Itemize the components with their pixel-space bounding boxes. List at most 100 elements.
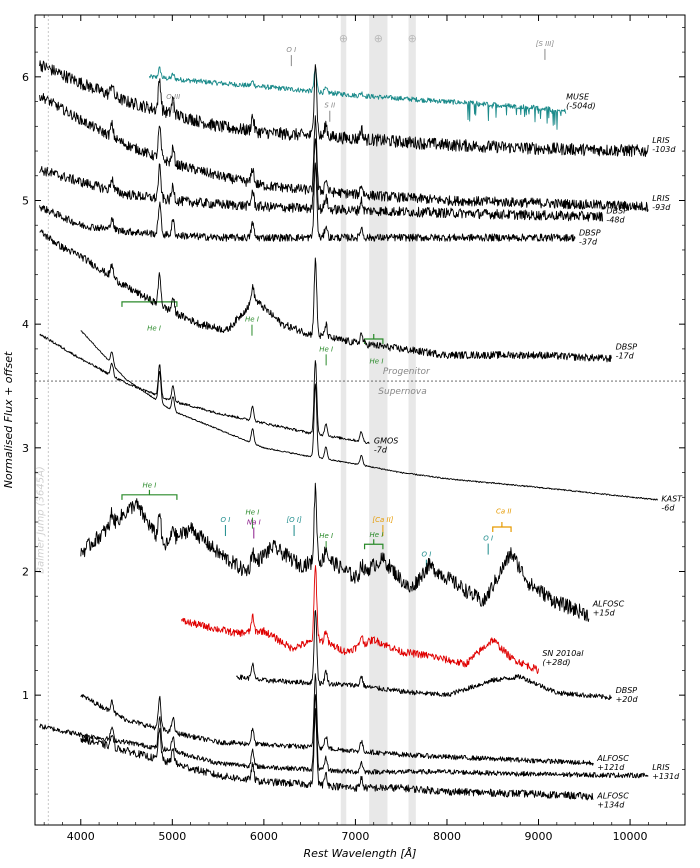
y-tick-label: 4 [22,318,29,331]
series-label-epoch: -48d [606,215,625,224]
supernova-label: Supernova [378,387,426,397]
line-annotation: Na I [247,518,261,526]
series-label-name: KAST [661,494,683,503]
series-label: MUSE (-504d) [566,93,595,111]
line-annotation: [S III] [536,40,555,48]
spectrum-line [39,138,604,222]
series-label-epoch: (-504d) [566,102,595,111]
spectrum-line [39,229,612,363]
x-tick-label: 6000 [250,830,278,843]
series-label: SN 2010al (+28d) [542,649,584,667]
series-label-name: ALFOSC [596,791,629,800]
line-annotation: S II [324,102,335,110]
line-annotation: He I [370,358,384,366]
spectrum-line [39,162,576,242]
spectrum-line [39,694,649,779]
series-label: KAST -6d [661,494,683,512]
spectrum-line [148,66,567,130]
line-annotation: He I [245,316,259,324]
series-label-name: MUSE [566,93,590,102]
line-annotation: He I [370,531,384,539]
y-tick-label: 1 [22,689,29,702]
series-label-name: DBSP [616,686,638,695]
line-annotation: He I [142,481,156,489]
series-label-epoch: +121d [597,763,625,772]
line-annotation: O I [286,46,296,54]
spectrum-line [39,92,649,213]
line-bracket [121,489,178,500]
spectrum-line [80,707,594,801]
y-tick-label: 3 [22,442,29,455]
x-tick-label: 4000 [67,830,95,843]
series-label-name: DBSP [579,229,601,238]
telluric-symbol: ⊕ [374,32,383,45]
line-annotation: O I [421,551,431,559]
series-label-epoch: -7d [374,445,388,454]
series-label-epoch: +134d [597,800,625,809]
spectrum-line [181,565,539,674]
x-tick-label: 9000 [525,830,553,843]
series-label: DBSP -37d [579,229,601,247]
series-label-epoch: +20d [616,695,639,704]
line-annotation: He I [245,509,259,517]
series-label-epoch: -103d [652,145,676,154]
x-tick-label: 7000 [341,830,369,843]
y-tick-label: 5 [22,194,29,207]
series-label-name: LRIS [652,763,669,772]
line-annotations: He IHe IHe IHe IHe IO IHe INa I [O I]He I… [121,40,555,571]
series-label: ALFOSC +15d [592,600,625,618]
series-label-epoch: (+28d) [542,658,570,667]
telluric-band [340,15,347,825]
line-bracket [492,521,512,532]
line-annotation: He I [319,345,333,353]
telluric-band [408,15,416,825]
x-tick-label: 5000 [158,830,186,843]
series-label-name: DBSP [616,342,638,351]
series-label-name: GMOS [374,436,398,445]
line-bracket [363,539,384,550]
series-label-name: ALFOSC [592,600,625,609]
series-label: LRIS -103d [652,136,676,154]
series-label: ALFOSC +121d [596,754,629,772]
series-label: DBSP -48d [606,206,628,224]
series-label: ALFOSC +134d [596,791,629,809]
spectrum-line [80,673,594,766]
telluric-symbol: ⊕ [408,32,417,45]
series-label: LRIS -93d [652,194,671,212]
series-label-epoch: -93d [652,203,671,212]
spectrum-line [80,330,658,501]
telluric-band [369,15,388,825]
y-axis-ticks: 1 2 3 4 5 6 [22,27,685,795]
telluric-symbol: ⊕ [339,32,348,45]
series-label-epoch: -37d [579,238,598,247]
series-label-epoch: -6d [661,503,675,512]
y-tick-label: 6 [22,71,29,84]
line-annotation: O I [221,516,231,524]
series-label-epoch: +131d [652,772,680,781]
x-tick-label: 10000 [613,830,648,843]
series-label: DBSP +20d [616,686,639,704]
x-tick-label: 8000 [433,830,461,843]
series-label-epoch: -17d [616,351,635,360]
series-label-name: LRIS [652,136,669,145]
line-annotation: O I [483,535,493,543]
x-axis-label: Rest Wavelength [Å] [304,847,417,860]
progenitor-supernova-separator: Progenitor Supernova [35,367,685,397]
series-label-name: SN 2010al [542,649,584,658]
telluric-bands: ⊕ ⊕ ⊕ [339,15,417,825]
line-annotation: He I [147,324,161,332]
series-label-name: LRIS [652,194,669,203]
line-annotation: Ca II [496,507,512,515]
series-label-name: DBSP [606,206,628,215]
series-label: LRIS +131d [652,763,680,781]
y-tick-label: 2 [22,565,29,578]
line-annotation: [O I] [286,516,302,524]
line-annotation: [Ca II] [372,516,393,524]
spectrum-line [80,482,590,622]
series-label: GMOS -7d [374,436,398,454]
x-axis-ticks: 4000 5000 6000 7000 8000 9000 10000 [43,15,668,843]
y-axis-label: Normalised Flux + offset [2,351,15,488]
line-annotation: O III [166,93,180,101]
